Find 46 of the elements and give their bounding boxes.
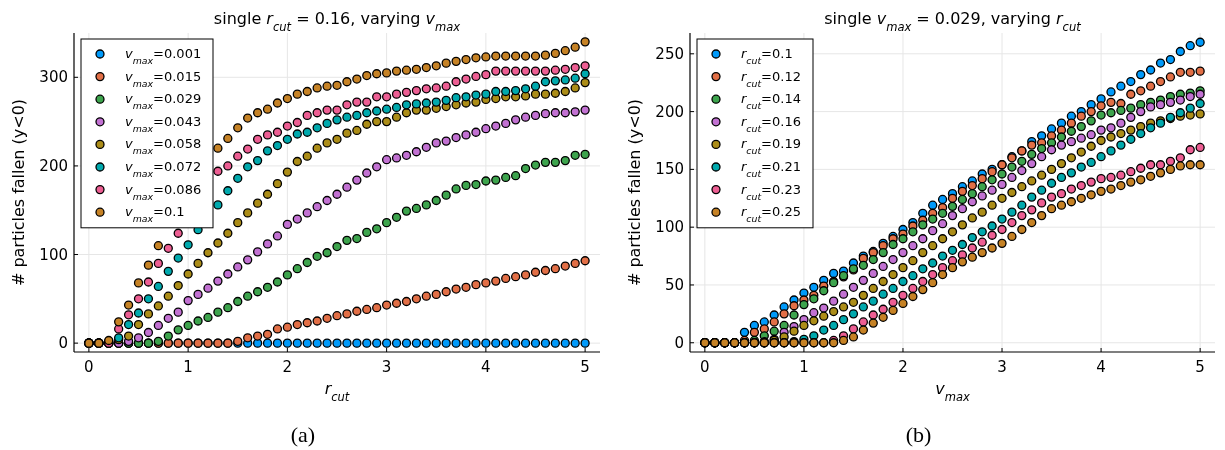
legend-label: v$_{max}$=0.1 (125, 204, 185, 224)
y-tick-label: 100 (655, 218, 684, 237)
legend-label: v$_{max}$=0.001 (125, 46, 202, 66)
x-tick-label: 3 (381, 358, 392, 376)
x-tick-label: 0 (700, 358, 710, 376)
legend-label: v$_{max}$=0.086 (125, 181, 202, 202)
chart-title: single r$_{cut}$ = 0.16, varying v$_{max}$ (213, 9, 461, 34)
y-tick-label: 250 (655, 44, 684, 63)
text: (a) (290, 422, 316, 447)
legend-label: v$_{max}$=0.029 (125, 91, 202, 111)
legend-label: v$_{max}$=0.015 (125, 68, 202, 89)
legend-label: r$_{cut}$=0.21 (741, 159, 801, 179)
y-tick-label: 50 (664, 275, 684, 294)
legend-label: r$_{cut}$=0.1 (741, 46, 793, 66)
y-tick-label: 150 (655, 160, 684, 179)
x-tick-label: 3 (997, 358, 1007, 376)
x-tick-label: 1 (799, 358, 809, 376)
text: (b) (905, 422, 932, 447)
y-tick-label: 0 (674, 333, 684, 352)
y-tick-label: 300 (39, 68, 68, 87)
x-axis-title: r$_{cut}$ (324, 379, 350, 404)
x-tick-label: 1 (183, 358, 193, 376)
y-tick-label: 200 (655, 102, 684, 121)
legend-label: r$_{cut}$=0.14 (741, 91, 801, 111)
legend-label: r$_{cut}$=0.19 (741, 136, 801, 156)
legend-label: v$_{max}$=0.043 (125, 113, 202, 134)
x-tick-label: 4 (1096, 358, 1106, 376)
y-axis-title: # particles fallen (y<0) (9, 98, 28, 287)
legend-label: v$_{max}$=0.072 (125, 159, 202, 179)
x-tick-label: 2 (898, 358, 908, 376)
legend-label: v$_{max}$=0.058 (125, 136, 202, 156)
legend-label: r$_{cut}$=0.23 (741, 181, 801, 202)
x-tick-label: 0 (84, 358, 94, 376)
x-tick-label: 5 (1195, 358, 1205, 376)
x-tick-label: 2 (282, 358, 293, 376)
legend-label: r$_{cut}$=0.12 (741, 68, 801, 89)
legend-label: r$_{cut}$=0.25 (741, 204, 801, 224)
legend-label: r$_{cut}$=0.16 (741, 113, 801, 134)
y-axis-title: # particles fallen (y<0) (625, 98, 644, 287)
y-tick-label: 200 (39, 156, 68, 175)
chart-title: single v$_{max}$ = 0.029, varying r$_{cut}$ (824, 9, 1082, 34)
x-tick-label: 4 (481, 358, 491, 376)
y-tick-label: 0 (58, 334, 68, 353)
x-axis-title: v$_{max}$ (935, 379, 970, 404)
x-tick-label: 5 (580, 358, 590, 376)
y-tick-label: 100 (39, 245, 68, 264)
